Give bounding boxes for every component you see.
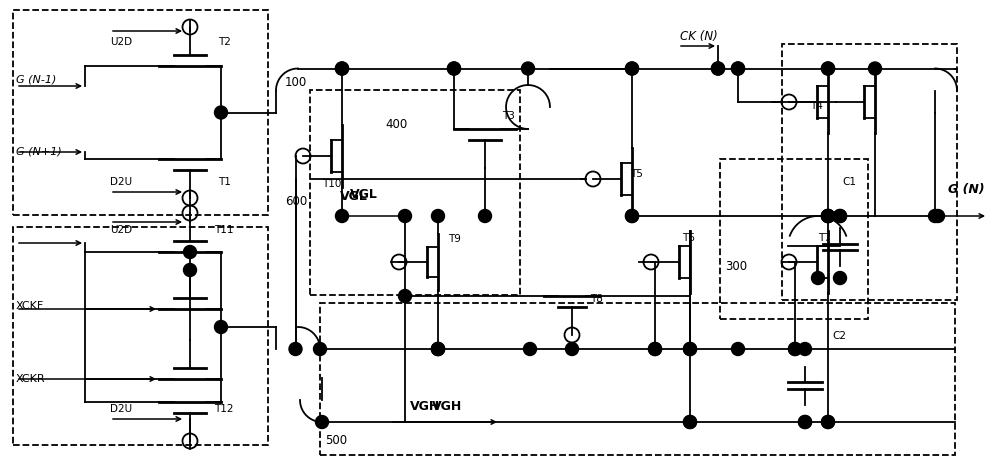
Circle shape — [184, 246, 196, 258]
Text: T2: T2 — [218, 37, 231, 47]
Circle shape — [684, 343, 696, 356]
Text: T5: T5 — [630, 169, 643, 179]
Circle shape — [478, 210, 491, 222]
Circle shape — [626, 210, 639, 222]
Circle shape — [684, 343, 696, 356]
Text: XCKR: XCKR — [16, 374, 46, 384]
Circle shape — [821, 210, 834, 222]
Circle shape — [184, 264, 196, 276]
Text: C2: C2 — [832, 331, 846, 341]
Circle shape — [214, 320, 228, 334]
Circle shape — [432, 343, 444, 356]
Circle shape — [834, 210, 846, 222]
Circle shape — [834, 272, 846, 284]
Circle shape — [821, 62, 834, 75]
Circle shape — [214, 106, 228, 119]
Text: T1: T1 — [218, 177, 231, 187]
Circle shape — [932, 210, 945, 222]
Circle shape — [398, 210, 412, 222]
Text: VGL: VGL — [340, 190, 368, 202]
Circle shape — [626, 210, 639, 222]
Text: T6: T6 — [682, 233, 695, 243]
Text: T12: T12 — [214, 404, 234, 414]
Circle shape — [398, 290, 412, 302]
Circle shape — [648, 343, 662, 356]
Circle shape — [868, 62, 882, 75]
Circle shape — [712, 62, 724, 75]
Circle shape — [712, 62, 724, 75]
Text: CK (N): CK (N) — [680, 29, 718, 43]
Circle shape — [821, 210, 834, 222]
Text: T4: T4 — [810, 101, 823, 111]
Circle shape — [821, 416, 834, 428]
Text: U2D: U2D — [110, 37, 132, 47]
Text: 100: 100 — [285, 75, 307, 89]
Circle shape — [316, 416, 328, 428]
Text: U2D: U2D — [110, 225, 132, 235]
Circle shape — [448, 62, 460, 75]
Circle shape — [799, 416, 812, 428]
Circle shape — [336, 62, 349, 75]
Text: VGL: VGL — [350, 188, 378, 201]
Circle shape — [788, 343, 802, 356]
Circle shape — [336, 62, 349, 75]
Text: T10: T10 — [322, 179, 341, 189]
Circle shape — [821, 416, 834, 428]
Text: T3: T3 — [502, 111, 515, 121]
Circle shape — [432, 343, 444, 356]
Circle shape — [289, 343, 302, 356]
Text: T9: T9 — [448, 234, 461, 244]
Text: T7: T7 — [818, 233, 831, 243]
Circle shape — [448, 62, 460, 75]
Text: 600: 600 — [285, 194, 307, 208]
Circle shape — [812, 272, 824, 284]
Circle shape — [432, 343, 444, 356]
Circle shape — [336, 210, 349, 222]
Text: XCKF: XCKF — [16, 301, 44, 311]
Circle shape — [821, 210, 834, 222]
Text: T8: T8 — [590, 294, 603, 304]
Circle shape — [524, 343, 536, 356]
Text: 300: 300 — [725, 259, 747, 273]
Circle shape — [928, 210, 942, 222]
Text: C1: C1 — [842, 177, 856, 187]
Circle shape — [566, 343, 578, 356]
Text: G (N-1): G (N-1) — [16, 74, 56, 84]
Text: D2U: D2U — [110, 177, 132, 187]
Circle shape — [626, 62, 639, 75]
Circle shape — [521, 62, 534, 75]
Text: VGH: VGH — [410, 400, 440, 412]
Circle shape — [821, 62, 834, 75]
Circle shape — [626, 62, 639, 75]
Circle shape — [788, 343, 802, 356]
Circle shape — [684, 416, 696, 428]
Circle shape — [732, 62, 744, 75]
Text: 500: 500 — [325, 434, 347, 447]
Circle shape — [821, 210, 834, 222]
Text: D2U: D2U — [110, 404, 132, 414]
Circle shape — [799, 343, 812, 356]
Text: VGH: VGH — [432, 401, 462, 413]
Circle shape — [732, 62, 744, 75]
Circle shape — [684, 416, 696, 428]
Circle shape — [648, 343, 662, 356]
Circle shape — [314, 343, 326, 356]
Text: G (N): G (N) — [948, 182, 985, 195]
Text: 400: 400 — [385, 118, 407, 130]
Circle shape — [432, 210, 444, 222]
Circle shape — [732, 343, 744, 356]
Circle shape — [834, 210, 846, 222]
Text: G (N+1): G (N+1) — [16, 147, 62, 157]
Circle shape — [799, 416, 812, 428]
Text: T11: T11 — [214, 225, 234, 235]
